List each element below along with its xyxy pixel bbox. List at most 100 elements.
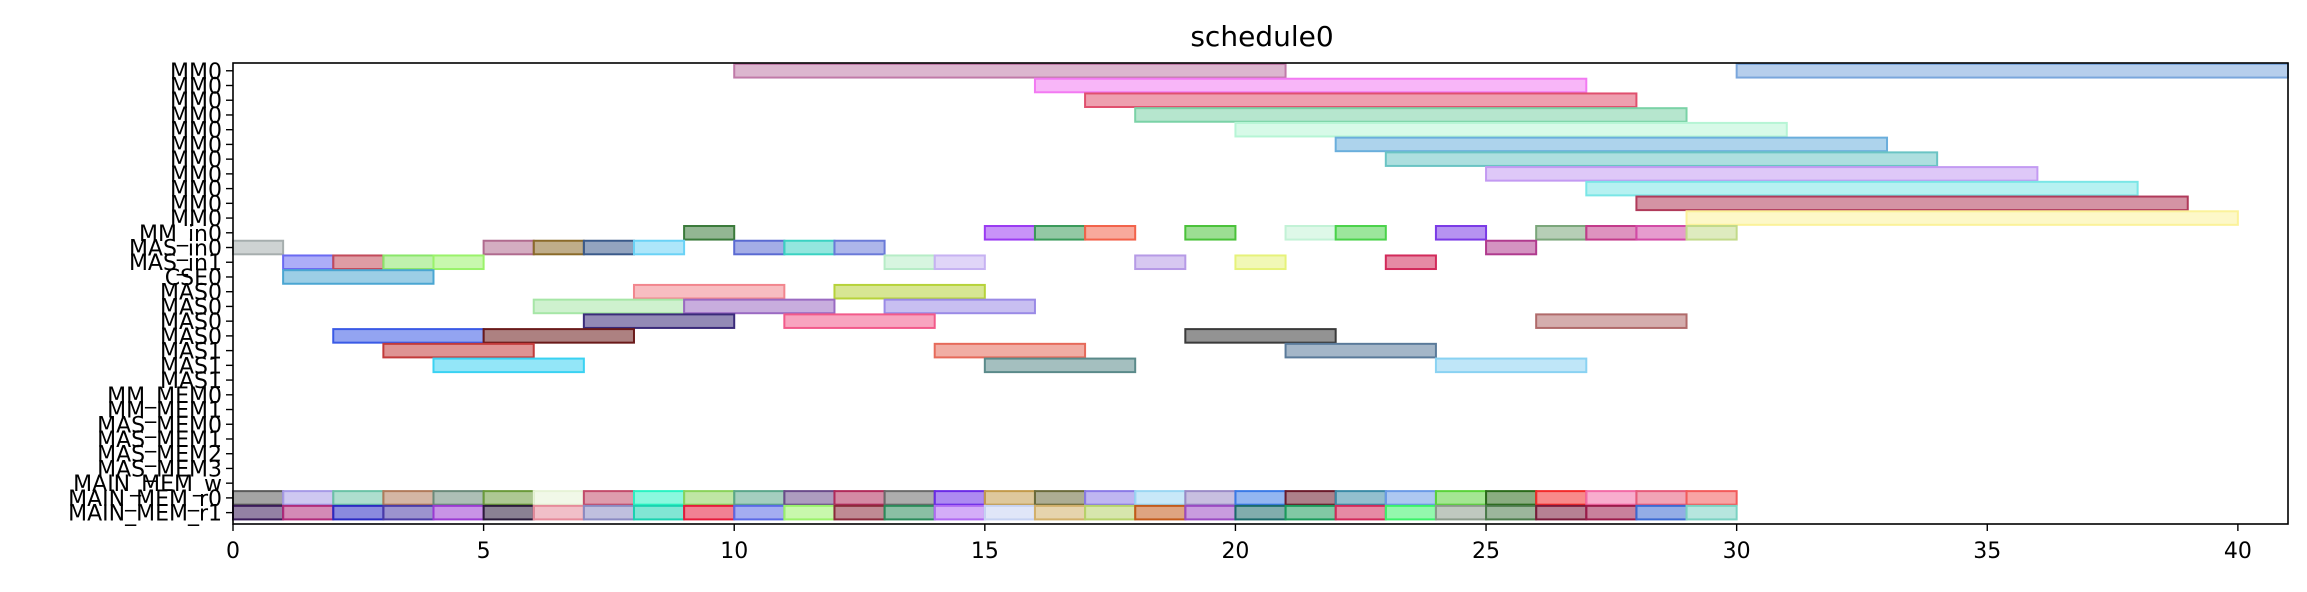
task-bar [1234, 490, 1287, 506]
y-tick-label: CSE0 [165, 266, 222, 291]
task-bar [1334, 504, 1387, 521]
task-bar [1685, 210, 2239, 226]
task-bar [1084, 490, 1137, 506]
task-bar [1134, 504, 1187, 521]
y-tick-label: MM0 [170, 207, 222, 232]
task-bar [833, 490, 886, 506]
task-bar [983, 504, 1036, 521]
task-bar [432, 490, 485, 506]
task-bar [382, 490, 435, 506]
task-bar [1384, 504, 1437, 521]
task-bar [683, 490, 736, 506]
task-bar [482, 328, 635, 344]
task-bar [232, 490, 285, 506]
task-bar [1434, 504, 1488, 521]
task-bar [683, 298, 836, 315]
task-bar [733, 490, 786, 506]
y-tick-label: MAS_MEM1 [97, 428, 222, 453]
task-bar [1334, 136, 1889, 153]
task-bar [983, 490, 1036, 506]
task-bar [783, 504, 836, 521]
task-bar [282, 254, 335, 271]
task-bar [482, 504, 535, 521]
task-bar [482, 239, 535, 256]
task-bar [1585, 490, 1638, 506]
x-tick-label: 10 [720, 539, 748, 564]
task-bar [332, 490, 385, 506]
task-bar [332, 328, 485, 344]
task-bars [232, 63, 2290, 521]
y-tick-label: MAS0 [160, 295, 222, 320]
y-tick-label: MAS_MEM0 [97, 413, 222, 438]
x-tick-label: 30 [1723, 539, 1751, 564]
task-bar [683, 225, 736, 241]
task-bar [632, 490, 686, 506]
y-tick-label: MM_MEM1 [107, 399, 222, 424]
task-bar [1535, 490, 1588, 506]
task-bar [1485, 166, 2039, 182]
task-bar [282, 269, 435, 285]
task-bar [1635, 195, 2189, 212]
task-bar [1284, 504, 1337, 521]
task-bar [1585, 180, 2139, 197]
task-bar [733, 504, 786, 521]
task-bar [833, 283, 986, 300]
task-bar [1284, 490, 1337, 506]
y-tick-label: MAS1 [160, 369, 222, 394]
task-bar [883, 490, 936, 506]
task-bar [1685, 225, 1738, 241]
task-bar [1184, 328, 1337, 344]
task-bar [683, 504, 736, 521]
task-bar [1134, 490, 1187, 506]
task-bar [833, 239, 886, 256]
y-tick-label: MAS1 [160, 340, 222, 365]
task-bar [1585, 225, 1638, 241]
task-bar [1685, 504, 1738, 521]
y-tick-label: MAS0 [160, 310, 222, 335]
task-bar [282, 490, 335, 506]
task-bar [282, 504, 335, 521]
task-bar [582, 504, 635, 521]
task-bar [983, 225, 1036, 241]
x-tick-label: 25 [1472, 539, 1500, 564]
y-axis: MM0MM0MM0MM0MM0MM0MM0MM0MM0MM0MM0MM_in0M… [68, 60, 233, 527]
task-bar [532, 490, 585, 506]
task-bar [1635, 504, 1688, 521]
y-tick-label: MAIN_MEM_r0 [68, 487, 222, 512]
task-bar [1033, 504, 1087, 521]
y-tick-label: MM0 [170, 163, 222, 188]
task-bar [532, 504, 585, 521]
task-bar [933, 254, 986, 271]
task-bar [532, 298, 686, 315]
y-tick-label: MM0 [170, 104, 222, 129]
task-bar [1234, 254, 1287, 271]
task-bar [432, 254, 485, 271]
task-bar [1685, 490, 1738, 506]
y-tick-label: MM0 [170, 133, 222, 158]
y-tick-label: MM0 [170, 148, 222, 173]
task-bar [1485, 239, 1538, 256]
task-bar [1084, 225, 1137, 241]
task-bar [632, 283, 786, 300]
task-bar [1184, 225, 1237, 241]
task-bar [1084, 504, 1137, 521]
y-tick-label: MAIN_MEM_r1 [68, 502, 222, 527]
x-tick-label: 5 [477, 539, 491, 564]
x-tick-label: 15 [971, 539, 999, 564]
task-bar [1334, 490, 1387, 506]
task-bar [1184, 490, 1237, 506]
plot-frame [232, 62, 2289, 525]
task-bar [883, 504, 936, 521]
task-bar [532, 239, 585, 256]
task-bar [1384, 490, 1437, 506]
y-tick-label: MAS_in1 [129, 251, 222, 276]
task-bar [1535, 313, 1688, 329]
y-tick-label: MAS0 [160, 281, 222, 306]
y-tick-label: MM_in0 [139, 222, 222, 247]
task-bar [733, 239, 786, 256]
task-bar [1434, 357, 1588, 374]
x-axis: 0 5 10 15 20 25 30 35 40 [226, 524, 2252, 564]
task-bar [1735, 63, 2290, 79]
y-tick-label: MAIN_MEM_w [73, 472, 222, 497]
